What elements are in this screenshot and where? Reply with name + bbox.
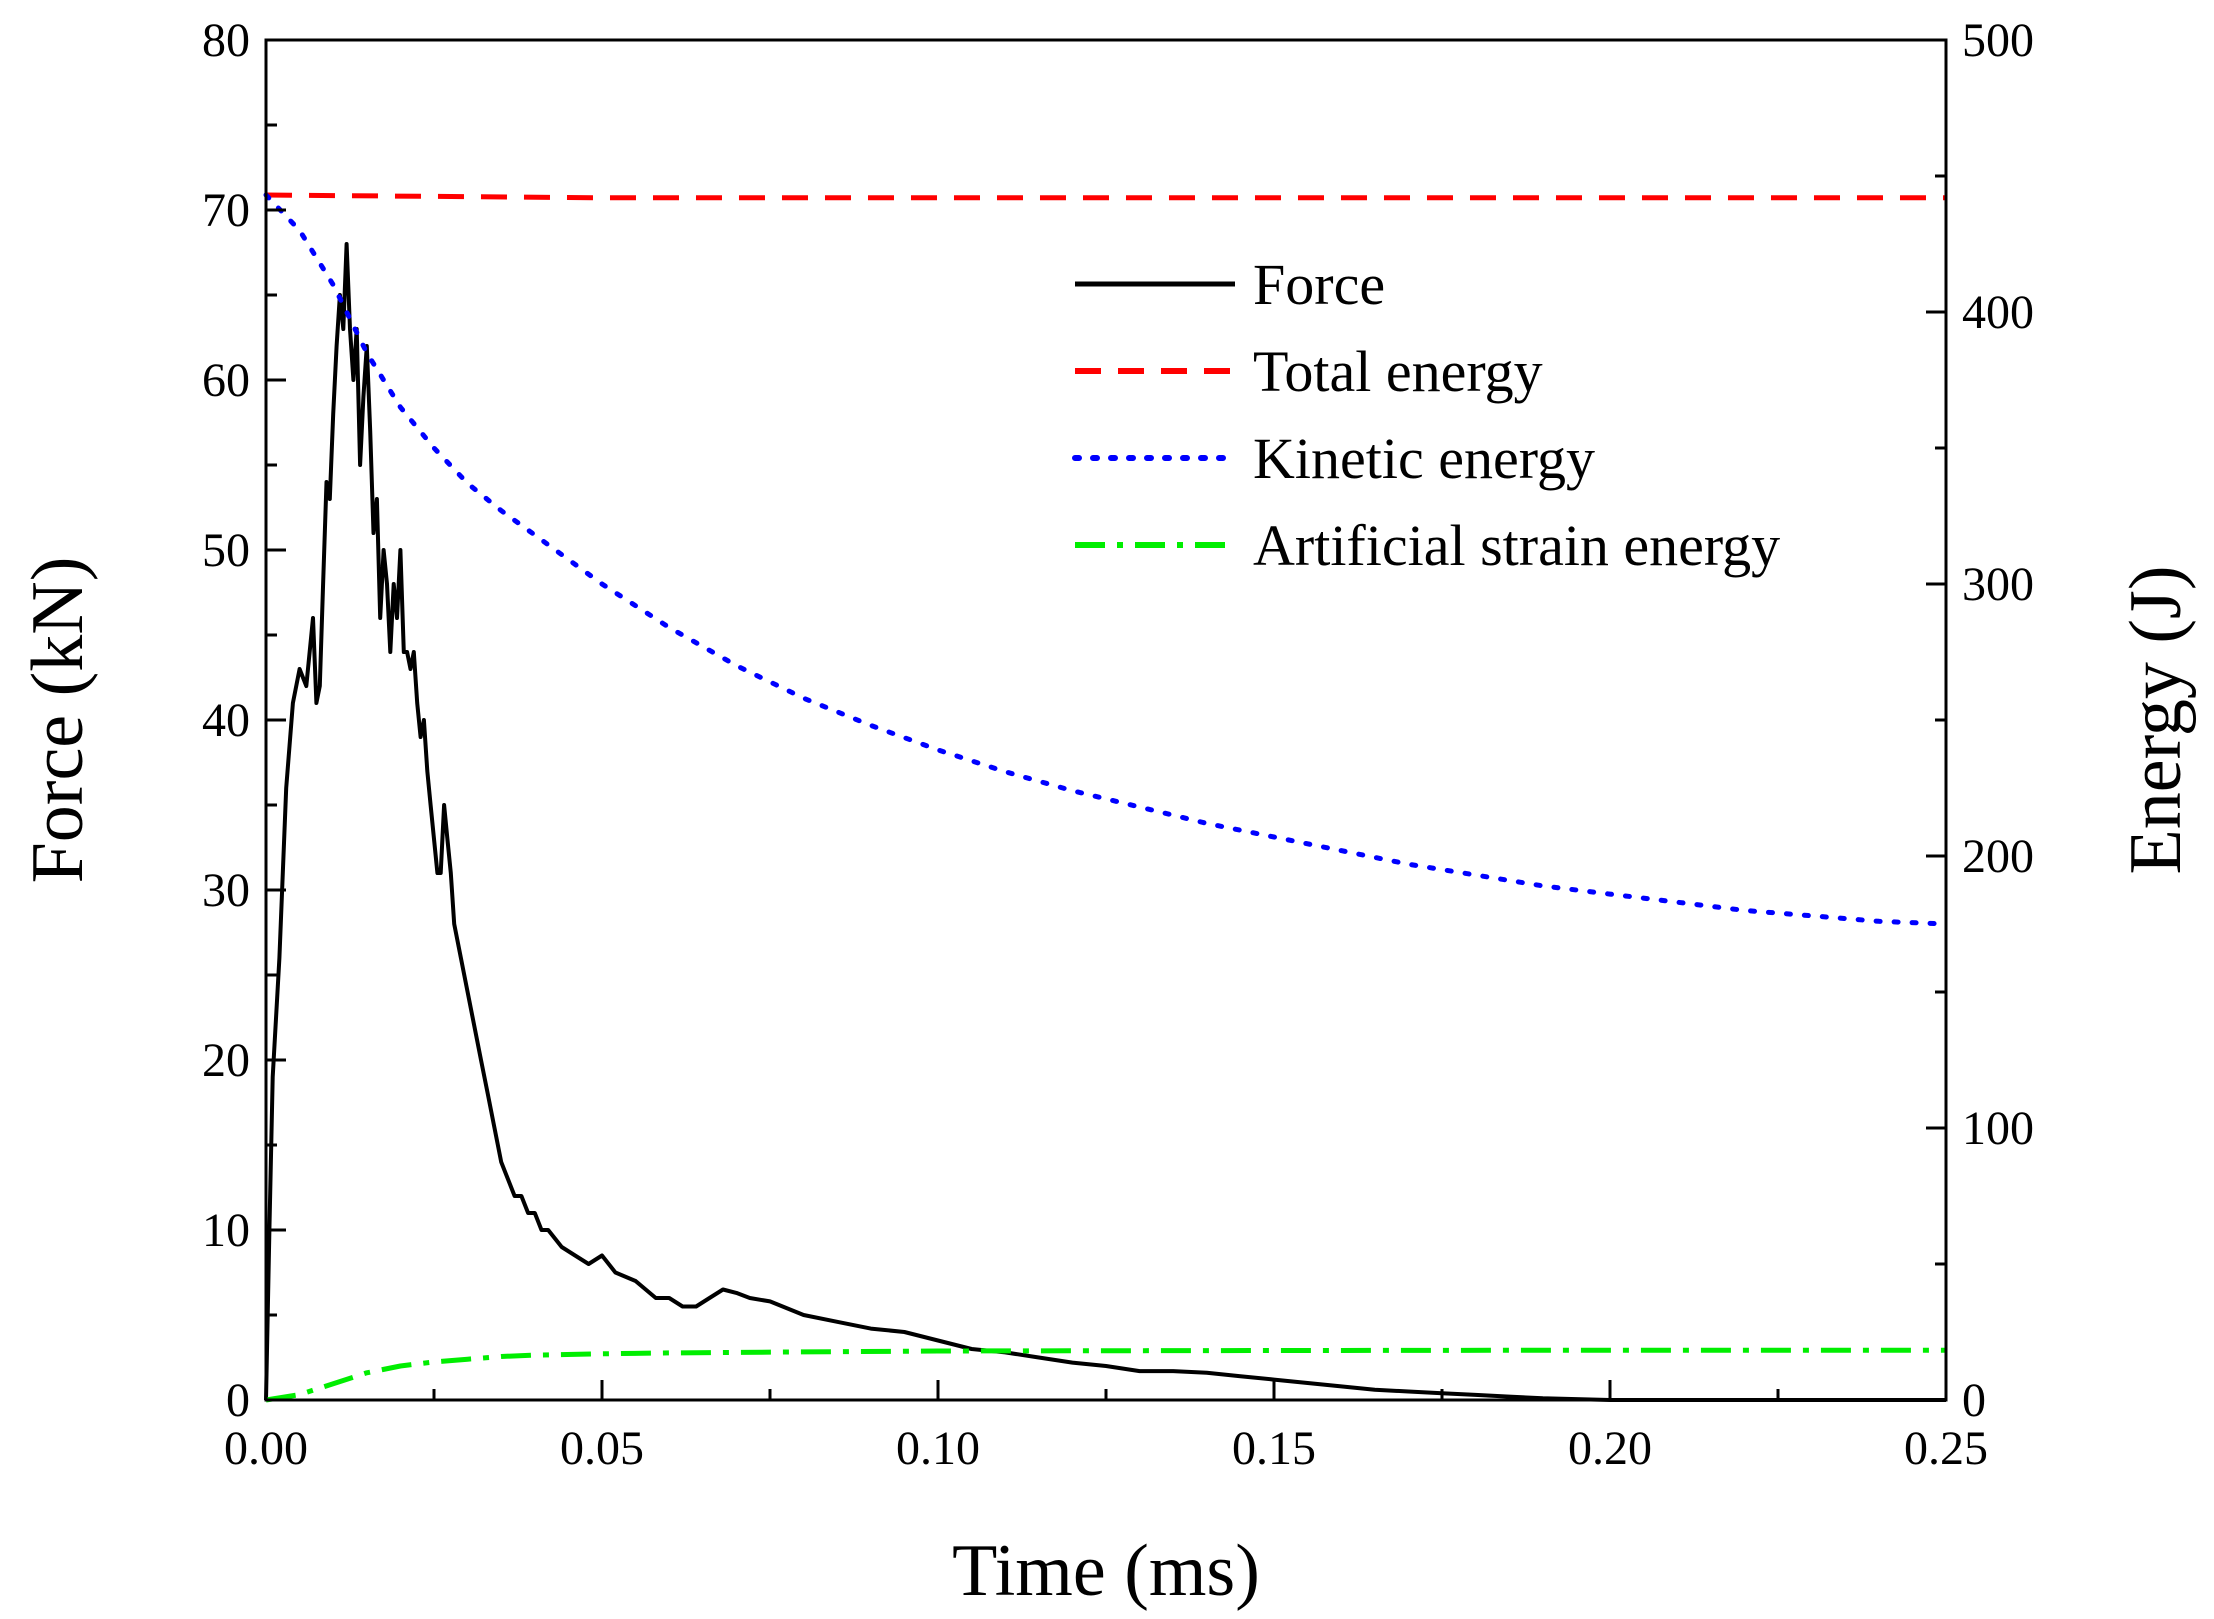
left-tick-label: 20 (202, 1034, 250, 1087)
left-tick-label: 60 (202, 354, 250, 407)
left-tick-label: 40 (202, 694, 250, 747)
left-tick-label: 10 (202, 1204, 250, 1257)
left-axis-title: Force (kN) (17, 557, 99, 884)
right-tick-label: 500 (1962, 14, 2034, 67)
x-tick-label: 0.05 (560, 1422, 644, 1475)
bottom-axis-ticks: 0.00 0.05 0.10 0.15 0.20 0.25 (224, 1380, 1988, 1475)
left-tick-label: 70 (202, 184, 250, 237)
right-tick-label: 100 (1962, 1102, 2034, 1155)
right-axis-ticks: 0 100 200 300 400 500 (1926, 14, 2034, 1427)
series-line-total-energy (265, 192, 1946, 201)
left-tick-label: 0 (226, 1374, 250, 1427)
legend: Force Total energy Kinetic energy Artificia… (1072, 252, 1780, 578)
x-tick-label: 0.10 (896, 1422, 980, 1475)
x-tick-label: 0.15 (1232, 1422, 1316, 1475)
right-tick-label: 200 (1962, 830, 2034, 883)
right-tick-label: 400 (1962, 286, 2034, 339)
legend-label-kinetic-energy: Kinetic energy (1253, 426, 1595, 491)
left-axis-ticks: 0 10 20 30 40 50 60 70 80 (202, 14, 286, 1427)
x-tick-label: 0.25 (1904, 1422, 1988, 1475)
right-axis-title: Energy (J) (2115, 566, 2197, 875)
left-tick-label: 30 (202, 864, 250, 917)
x-tick-label: 0.00 (224, 1422, 308, 1475)
x-tick-label: 0.20 (1568, 1422, 1652, 1475)
right-tick-label: 0 (1962, 1374, 1986, 1427)
legend-label-force: Force (1253, 252, 1385, 317)
legend-label-total-energy: Total energy (1253, 339, 1543, 404)
series-line-force (264, 242, 1946, 1402)
left-tick-label: 80 (202, 14, 250, 67)
plot-lines (263, 192, 1949, 1403)
x-axis-title: Time (ms) (952, 1530, 1260, 1612)
legend-label-artificial-strain-energy: Artificial strain energy (1253, 513, 1780, 578)
left-tick-label: 50 (202, 524, 250, 577)
right-tick-label: 300 (1962, 558, 2034, 611)
series-line-artificial-strain-energy (265, 1347, 1946, 1403)
